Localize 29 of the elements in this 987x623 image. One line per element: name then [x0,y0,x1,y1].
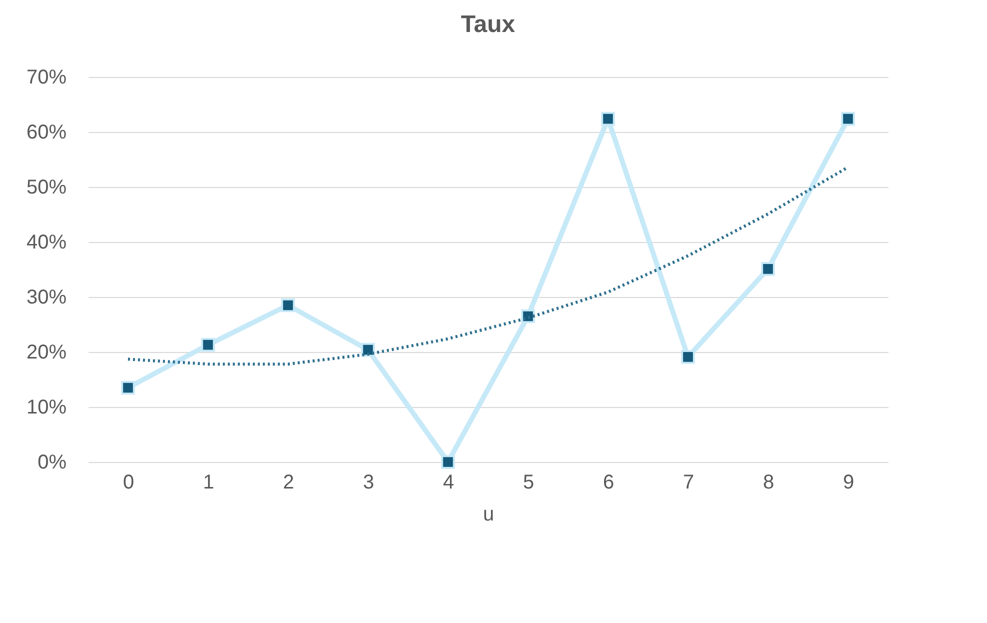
point [761,262,775,276]
y-tick-label: 60% [26,122,67,144]
x-tick-label: 2 [282,472,294,494]
x-tick-label: 3 [362,472,374,494]
point [201,338,215,352]
point [441,455,455,469]
x-tick-label: 8 [762,472,774,494]
y-tick-label: 30% [26,286,67,308]
x-tick-label: 1 [202,472,214,494]
x-axis-title: u [482,504,494,526]
y-tick-label: 0% [38,452,67,474]
y-tick-label: 50% [26,176,67,198]
x-tick-label: 7 [682,472,694,494]
line-series [126,166,850,366]
point [841,112,855,126]
point [281,298,295,312]
x-tick-label: 5 [522,472,534,494]
point [681,350,695,364]
x-tick-label: 4 [442,472,454,494]
x-tick-label: 0 [122,472,134,494]
y-tick-label: 40% [26,232,67,254]
y-tick-label: 20% [26,342,67,364]
chart-title: Taux [460,11,516,38]
x-tick-label: 9 [842,472,854,494]
point [121,380,135,395]
point [601,112,615,126]
x-tick-label: 6 [602,472,614,494]
y-tick-label: 10% [26,396,67,418]
y-tick-label: 70% [26,66,67,88]
